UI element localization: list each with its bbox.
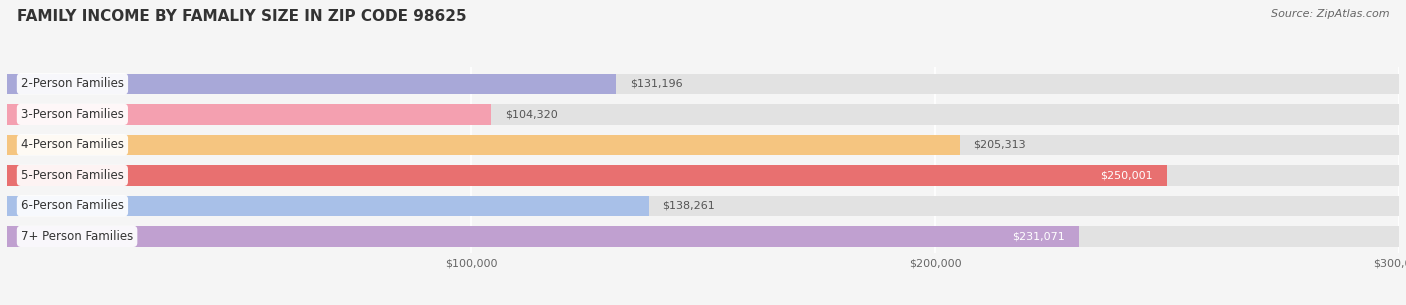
Bar <box>7 165 1399 186</box>
Text: 2-Person Families: 2-Person Families <box>21 77 124 90</box>
Bar <box>7 196 1399 216</box>
Text: $205,313: $205,313 <box>973 140 1026 150</box>
Text: $250,001: $250,001 <box>1101 170 1153 180</box>
Text: 5-Person Families: 5-Person Families <box>21 169 124 182</box>
Bar <box>7 104 491 125</box>
Bar <box>7 74 1399 94</box>
Bar <box>7 104 1399 125</box>
Text: $231,071: $231,071 <box>1012 231 1066 241</box>
Text: $131,196: $131,196 <box>630 79 682 89</box>
Bar <box>7 135 960 155</box>
Text: 4-Person Families: 4-Person Families <box>21 138 124 151</box>
Bar <box>7 165 1167 186</box>
Text: 6-Person Families: 6-Person Families <box>21 199 124 212</box>
Text: 3-Person Families: 3-Person Families <box>21 108 124 121</box>
Bar <box>7 196 648 216</box>
Bar <box>7 226 1399 247</box>
Bar <box>7 226 1080 247</box>
Text: $138,261: $138,261 <box>662 201 716 211</box>
Text: $104,320: $104,320 <box>505 109 558 119</box>
Text: 7+ Person Families: 7+ Person Families <box>21 230 134 243</box>
Text: FAMILY INCOME BY FAMALIY SIZE IN ZIP CODE 98625: FAMILY INCOME BY FAMALIY SIZE IN ZIP COD… <box>17 9 467 24</box>
Bar <box>7 135 1399 155</box>
Text: Source: ZipAtlas.com: Source: ZipAtlas.com <box>1271 9 1389 19</box>
Bar <box>7 74 616 94</box>
